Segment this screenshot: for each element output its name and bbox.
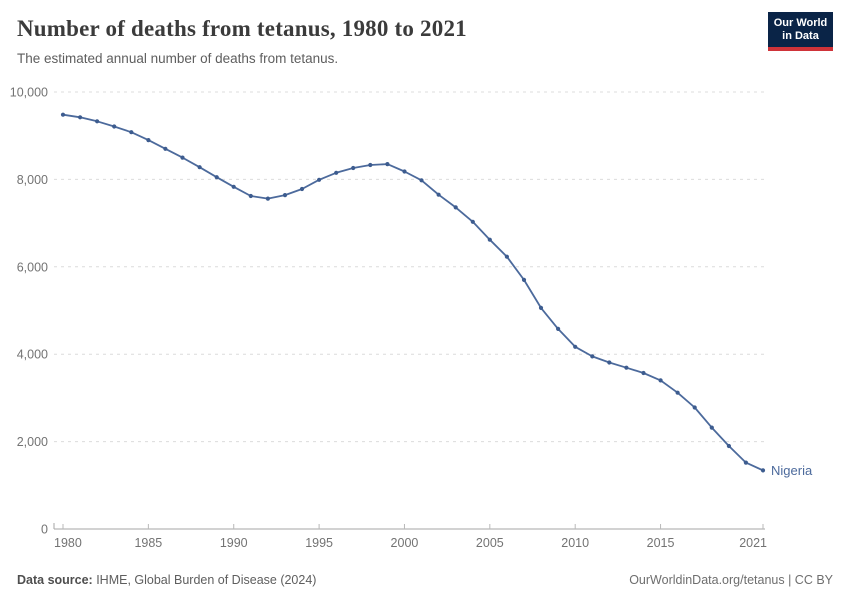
y-tick-label: 2,000 — [17, 435, 48, 449]
data-point — [453, 205, 458, 210]
y-tick-label: 4,000 — [17, 348, 48, 362]
data-point — [129, 130, 134, 135]
data-point — [351, 165, 356, 171]
license-link[interactable]: OurWorldinData.org/tetanus | CC BY — [629, 573, 833, 587]
data-point — [521, 277, 527, 282]
y-tick-label: 6,000 — [17, 260, 48, 274]
x-axis: 1980 1985 1990 1995 2000 2005 2010 2015 2021 — [54, 524, 767, 550]
x-tick-label: 1980 — [54, 536, 82, 550]
owid-logo-text: Our World in Data — [768, 12, 833, 47]
series-line — [62, 113, 764, 472]
data-points — [60, 112, 766, 473]
entity-label: Nigeria — [771, 463, 813, 478]
data-point — [368, 162, 373, 168]
data-point — [743, 460, 749, 465]
data-point — [556, 326, 561, 331]
data-point — [214, 175, 219, 180]
owid-logo[interactable]: Our World in Data — [768, 12, 833, 51]
chart-footer: Data source: IHME, Global Burden of Dise… — [17, 573, 833, 587]
data-point — [726, 443, 732, 449]
data-point — [112, 124, 117, 129]
data-point — [163, 146, 168, 151]
data-point — [590, 354, 595, 359]
x-tick-label: 2021 — [739, 536, 767, 550]
data-point — [299, 186, 305, 192]
data-source-label: Data source: — [17, 573, 93, 587]
y-gridlines — [53, 91, 765, 530]
data-point — [504, 254, 509, 259]
x-tick-label: 2010 — [561, 536, 589, 550]
x-tick-label: 1990 — [220, 536, 248, 550]
data-point — [265, 196, 270, 201]
data-point — [709, 425, 714, 430]
data-point — [197, 165, 202, 170]
x-tick-label: 1995 — [305, 536, 333, 550]
data-source-text: IHME, Global Burden of Disease (2024) — [92, 573, 317, 587]
data-point — [538, 305, 544, 310]
data-point — [180, 155, 185, 160]
data-point — [146, 138, 151, 143]
data-point — [573, 344, 578, 349]
data-point — [675, 390, 680, 395]
y-tick-label: 0 — [41, 523, 48, 537]
data-point — [402, 169, 407, 174]
owid-logo-red-bar — [768, 47, 833, 51]
data-point — [282, 193, 288, 198]
data-point — [317, 177, 322, 182]
page-subtitle: The estimated annual number of deaths fr… — [17, 51, 339, 66]
page-title: Number of deaths from tetanus, 1980 to 2… — [17, 16, 467, 41]
data-point — [95, 119, 100, 124]
data-point — [607, 360, 612, 365]
x-tick-label: 2015 — [647, 536, 675, 550]
y-tick-label: 10,000 — [10, 86, 48, 100]
data-point — [385, 162, 390, 167]
data-point — [248, 193, 253, 199]
y-tick-label: 8,000 — [17, 173, 48, 187]
data-point — [231, 184, 236, 189]
y-axis-labels: 0 2,000 4,000 6,000 8,000 10,000 — [10, 86, 48, 537]
data-point — [470, 219, 475, 224]
data-point — [624, 365, 629, 370]
x-tick-label: 2005 — [476, 536, 504, 550]
data-point — [78, 115, 83, 120]
data-point — [436, 192, 441, 197]
data-source-note: Data source: IHME, Global Burden of Dise… — [17, 573, 316, 587]
data-point — [658, 378, 663, 383]
data-point — [760, 468, 766, 473]
data-point — [487, 237, 492, 242]
data-point — [419, 178, 424, 183]
data-point — [641, 370, 646, 376]
data-point — [334, 170, 339, 175]
data-point — [692, 405, 697, 410]
x-tick-label: 1985 — [134, 536, 162, 550]
x-tick-label: 2000 — [391, 536, 419, 550]
data-point — [60, 112, 66, 117]
